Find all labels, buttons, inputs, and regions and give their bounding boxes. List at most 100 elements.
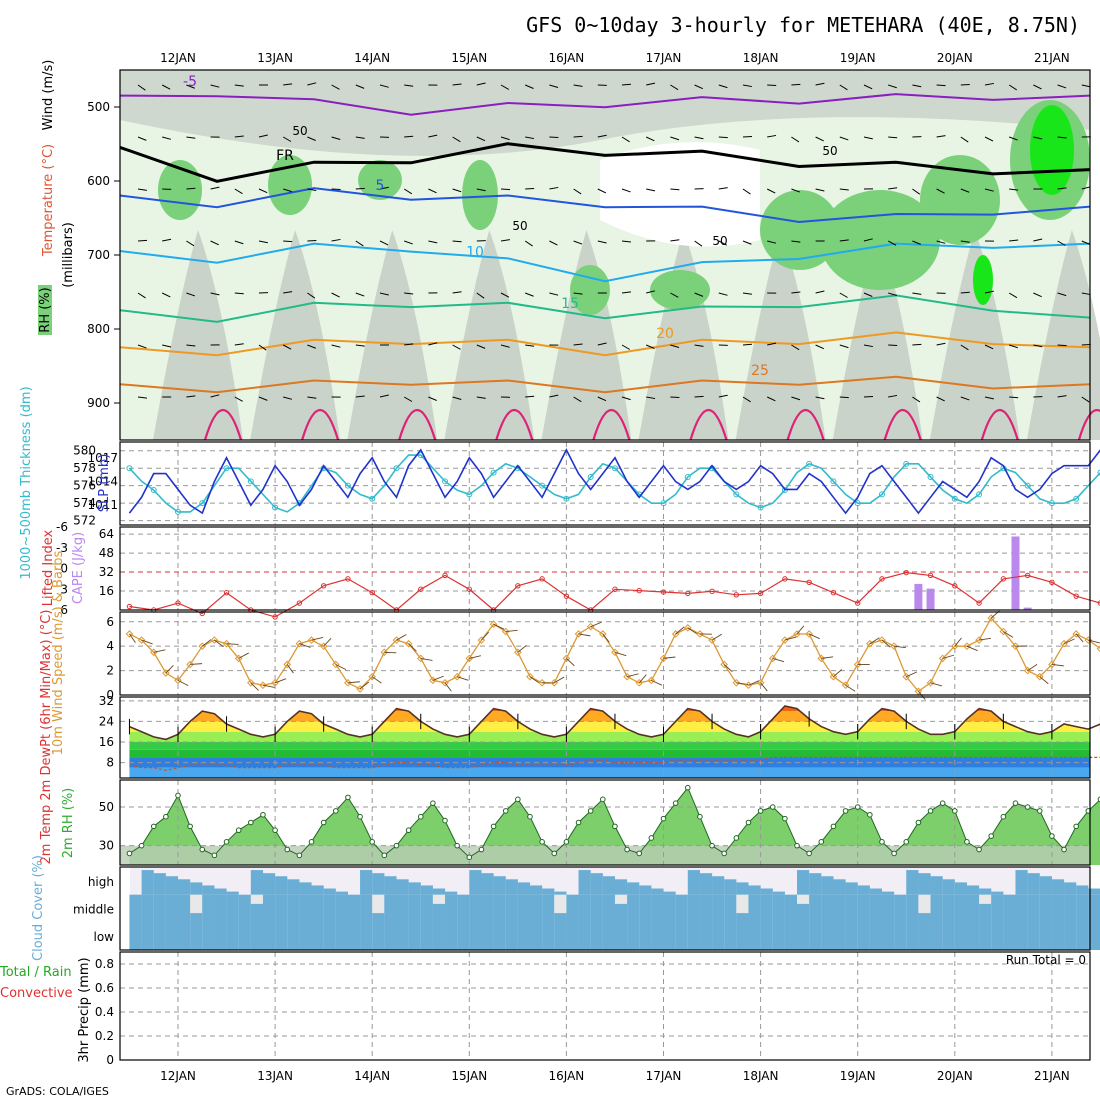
lifted-index-point [757, 590, 764, 597]
cloud-high [578, 870, 591, 895]
wind-barb [452, 83, 462, 86]
wind10m-barb [602, 633, 610, 643]
cloud-mid-gap [918, 894, 931, 914]
lifted-index-tick: 0 [60, 562, 68, 576]
wind-barb [404, 135, 414, 138]
wind-barb [186, 84, 195, 89]
wind-tick: 0 [106, 688, 114, 702]
lifted-index-point [466, 586, 472, 592]
wind10m-point [623, 672, 631, 681]
wind10m-barb [760, 682, 768, 692]
cloud-high [991, 891, 1004, 895]
thickness-point [927, 473, 934, 480]
ytick-label: 800 [87, 322, 110, 336]
cloud-high [141, 870, 154, 895]
cloud-mid-low [930, 894, 943, 950]
wind10m-barb [214, 639, 224, 647]
lifted-index-point [223, 590, 230, 596]
lifted-index-point [709, 588, 715, 595]
isotherm-label: -5 [183, 74, 197, 90]
rh2m-point [442, 817, 448, 824]
lifted-index-tick: -3 [56, 541, 68, 555]
cloud-mid-low [141, 894, 154, 950]
date-label-bottom: 16JAN [549, 1069, 585, 1083]
wind-barb [960, 291, 970, 294]
wind10m-point [392, 636, 401, 644]
wind-barb [984, 82, 994, 86]
wind10m-point [465, 654, 474, 663]
cloud-high [1088, 888, 1100, 895]
cloud-high [602, 876, 616, 895]
cloud-high [809, 873, 822, 895]
wind10m-point [550, 678, 559, 687]
ylabel-rh2m: 2m RH (%) [61, 788, 76, 859]
date-label-top: 16JAN [549, 51, 585, 65]
cape-tick: 16 [99, 584, 114, 598]
cape-tick: 32 [99, 565, 114, 579]
cloud-high [493, 876, 506, 895]
wind-barb [137, 188, 147, 191]
wind-barb [767, 134, 777, 138]
rh2m-point [891, 850, 897, 857]
wind10m-barb [202, 639, 212, 647]
wind-barb [500, 188, 511, 191]
rh2m-point [587, 808, 594, 814]
wind10m-point [744, 681, 753, 690]
wind10m-barb [141, 639, 153, 645]
cape-bar [1023, 607, 1032, 610]
cloud-mid-low [1015, 894, 1028, 950]
wind-barb [428, 188, 437, 194]
cloud-mid-low [287, 894, 300, 950]
rh2m-point [672, 800, 679, 806]
rh2m-point [988, 833, 995, 839]
wind10m-point [344, 678, 352, 687]
wind-barb [912, 292, 922, 295]
wind10m-barb [1075, 633, 1084, 643]
cloud-high [930, 876, 943, 895]
cloud-high [663, 891, 676, 895]
isotherm-label: 10 [466, 244, 484, 260]
cloud-mid-gap [797, 894, 810, 904]
wind-barb [621, 136, 630, 143]
wind-barb [646, 396, 656, 400]
cloud-mid-low [724, 894, 737, 950]
cloud-mid-low [614, 894, 628, 950]
rh2m-point [757, 808, 764, 814]
precip-tick: 0.8 [95, 957, 114, 971]
date-label-top: 15JAN [451, 51, 487, 65]
ylabel-slp: SLP (mb) [97, 454, 112, 513]
cloud-mid-low [894, 894, 907, 950]
cloud-mid-low [966, 894, 980, 950]
wind10m-barb [554, 676, 565, 684]
lifted-index-point [830, 590, 837, 596]
wind10m-point [222, 639, 231, 648]
wind-barb [936, 240, 946, 244]
wind-barb [355, 187, 365, 190]
wind-barb [476, 82, 486, 86]
thickness-point [539, 482, 546, 489]
wind10m-barb [262, 684, 275, 688]
wind-barb [452, 396, 462, 400]
ylabel-rh: RH (%) [38, 287, 53, 332]
cloud-high [214, 888, 227, 895]
rh2m-point [733, 835, 740, 841]
rh2m-point [697, 813, 703, 820]
wind-barb [258, 344, 267, 351]
cloud-high [748, 885, 761, 895]
cloud-high [797, 870, 810, 895]
wind-barb [573, 396, 582, 403]
isotherm-6 [119, 375, 1091, 394]
wind-barb [1009, 136, 1018, 141]
wind-barb [137, 239, 148, 242]
cloud-high [250, 870, 264, 895]
wind10m-point [768, 654, 777, 663]
wind10m-point [259, 681, 267, 690]
lifted-index-point [175, 600, 181, 606]
wind10m-barb [396, 634, 407, 641]
wind10m-barb [651, 679, 663, 686]
wind-barb [912, 240, 921, 245]
rh2m-point [1012, 800, 1019, 806]
rh2m-point [927, 808, 934, 814]
lifted-index-point [903, 569, 909, 576]
cloud-mid-low [821, 894, 834, 950]
